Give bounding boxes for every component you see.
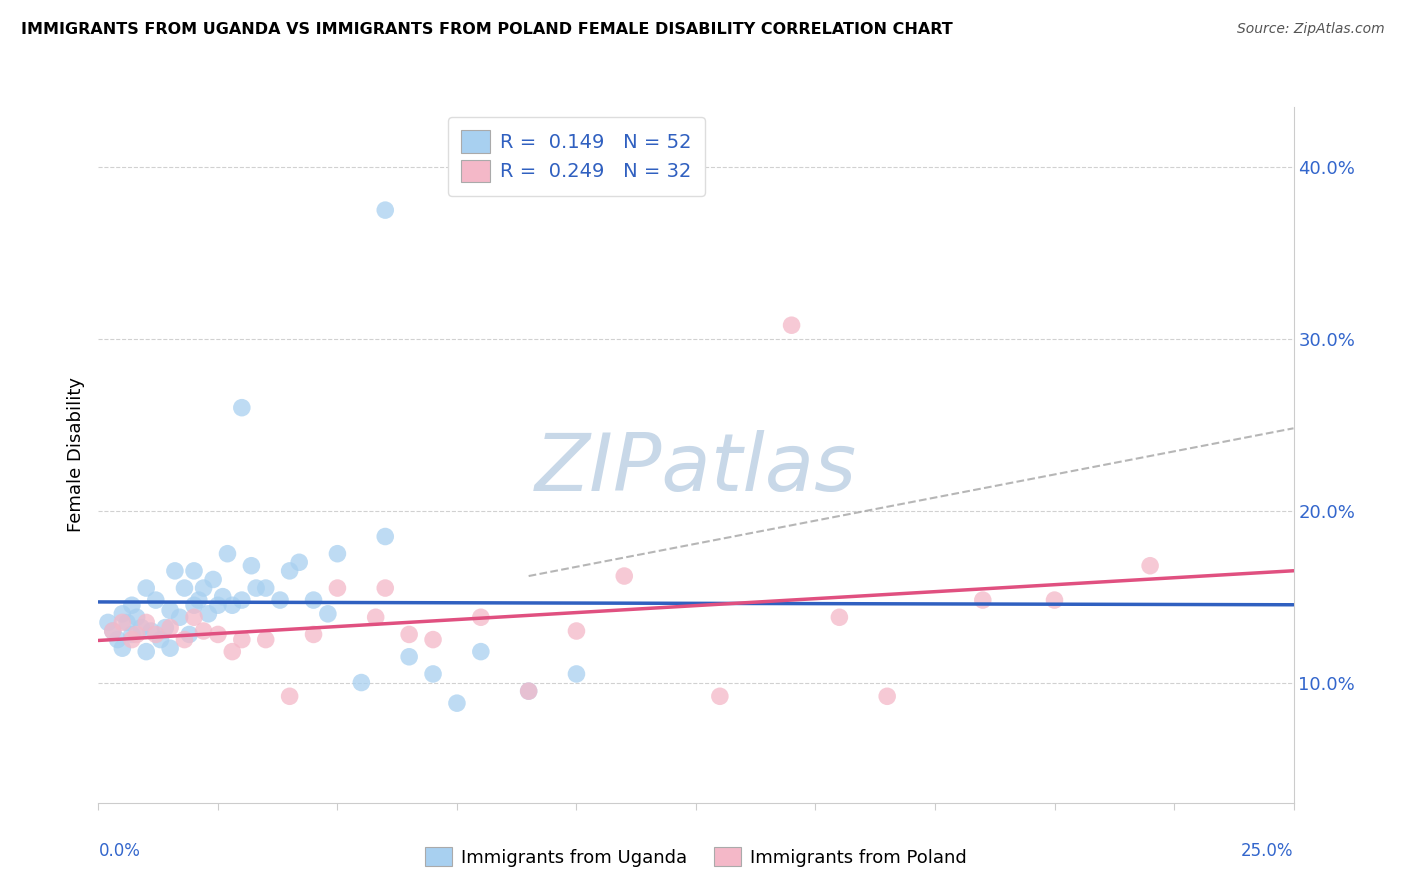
Point xyxy=(446,696,468,710)
Point xyxy=(193,581,215,595)
Point xyxy=(316,607,339,621)
Point xyxy=(470,610,492,624)
Point xyxy=(217,547,239,561)
Text: 0.0%: 0.0% xyxy=(98,842,141,860)
Point xyxy=(245,581,267,595)
Point xyxy=(159,621,181,635)
Point xyxy=(135,645,157,659)
Point xyxy=(207,627,229,641)
Point xyxy=(202,573,225,587)
Point xyxy=(193,624,215,638)
Point xyxy=(422,632,444,647)
Text: Source: ZipAtlas.com: Source: ZipAtlas.com xyxy=(1237,22,1385,37)
Point xyxy=(240,558,263,573)
Point xyxy=(364,610,387,624)
Point xyxy=(269,593,291,607)
Point xyxy=(207,599,229,613)
Point xyxy=(221,599,243,613)
Point xyxy=(374,203,396,218)
Text: IMMIGRANTS FROM UGANDA VS IMMIGRANTS FROM POLAND FEMALE DISABILITY CORRELATION C: IMMIGRANTS FROM UGANDA VS IMMIGRANTS FRO… xyxy=(21,22,953,37)
Point xyxy=(121,599,143,613)
Point xyxy=(254,632,277,647)
Point xyxy=(159,603,181,617)
Point xyxy=(159,641,181,656)
Point xyxy=(828,610,851,624)
Point xyxy=(149,632,172,647)
Point xyxy=(197,607,219,621)
Point xyxy=(517,684,540,698)
Point xyxy=(231,632,253,647)
Point xyxy=(326,547,349,561)
Point xyxy=(121,627,143,641)
Point xyxy=(121,632,143,647)
Point xyxy=(135,615,157,630)
Point xyxy=(139,624,162,638)
Point xyxy=(145,627,167,641)
Text: 25.0%: 25.0% xyxy=(1241,842,1294,860)
Point xyxy=(1043,593,1066,607)
Point xyxy=(135,581,157,595)
Point xyxy=(613,569,636,583)
Point xyxy=(111,607,134,621)
Point xyxy=(183,564,205,578)
Point xyxy=(221,645,243,659)
Point xyxy=(302,627,325,641)
Point xyxy=(183,610,205,624)
Point xyxy=(288,555,311,569)
Point xyxy=(398,649,420,664)
Point xyxy=(422,667,444,681)
Point xyxy=(231,593,253,607)
Point xyxy=(231,401,253,415)
Point xyxy=(187,593,209,607)
Point xyxy=(101,624,124,638)
Point xyxy=(125,627,148,641)
Point xyxy=(470,645,492,659)
Y-axis label: Female Disability: Female Disability xyxy=(66,377,84,533)
Point xyxy=(278,690,301,704)
Point xyxy=(326,581,349,595)
Point xyxy=(107,632,129,647)
Point xyxy=(565,624,588,638)
Point xyxy=(211,590,233,604)
Point xyxy=(350,675,373,690)
Point xyxy=(97,615,120,630)
Point xyxy=(125,610,148,624)
Point xyxy=(111,641,134,656)
Point xyxy=(374,581,396,595)
Point xyxy=(111,615,134,630)
Point xyxy=(398,627,420,641)
Point xyxy=(972,593,994,607)
Point xyxy=(183,599,205,613)
Point xyxy=(115,615,138,630)
Point xyxy=(155,621,177,635)
Point xyxy=(780,318,803,333)
Point xyxy=(131,621,153,635)
Point xyxy=(101,624,124,638)
Point xyxy=(876,690,898,704)
Point xyxy=(278,564,301,578)
Point xyxy=(565,667,588,681)
Point xyxy=(374,529,396,543)
Point xyxy=(163,564,186,578)
Point xyxy=(709,690,731,704)
Legend: R =  0.149   N = 52, R =  0.249   N = 32: R = 0.149 N = 52, R = 0.249 N = 32 xyxy=(447,117,706,195)
Point xyxy=(302,593,325,607)
Point xyxy=(173,581,195,595)
Point xyxy=(173,632,195,647)
Point xyxy=(179,627,201,641)
Point xyxy=(169,610,191,624)
Point xyxy=(145,593,167,607)
Point xyxy=(1139,558,1161,573)
Point xyxy=(517,684,540,698)
Text: ZIPatlas: ZIPatlas xyxy=(534,430,858,508)
Point xyxy=(254,581,277,595)
